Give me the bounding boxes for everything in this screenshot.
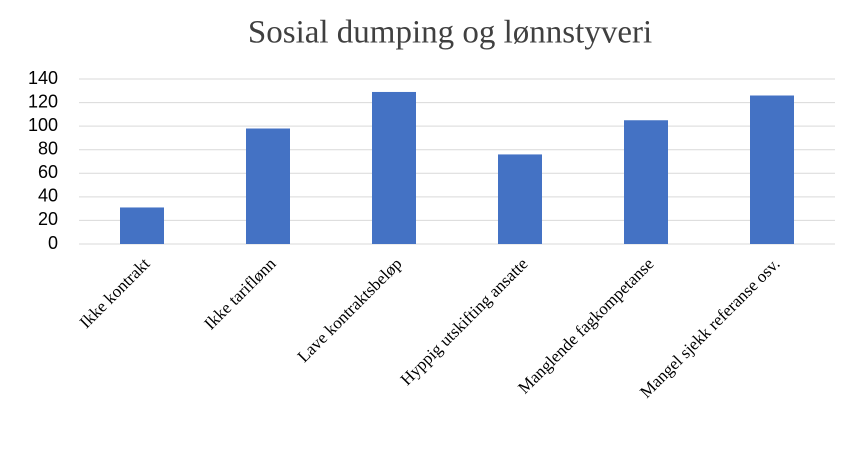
- y-tick-label: 40: [38, 186, 58, 206]
- bar: [498, 154, 542, 244]
- bar: [120, 207, 164, 244]
- y-tick-label: 20: [38, 209, 58, 229]
- bar: [246, 128, 290, 244]
- y-tick-label: 80: [38, 138, 58, 158]
- bar: [750, 95, 794, 244]
- bar: [624, 120, 668, 244]
- y-tick-label: 0: [48, 233, 58, 253]
- x-tick-label: Lave kontraktsbeløp: [294, 254, 406, 366]
- chart-title: Sosial dumping og lønnstyveri: [248, 15, 652, 51]
- bar: [372, 91, 416, 244]
- y-tick-label: 120: [28, 91, 58, 111]
- y-tick-label: 140: [28, 68, 58, 88]
- y-tick-label: 60: [38, 162, 58, 182]
- x-tick-label: Ikke tariflønn: [200, 254, 280, 334]
- y-tick-label: 100: [28, 115, 58, 135]
- x-tick-label: Hyppig utskifting ansatte: [397, 254, 532, 389]
- x-tick-label: Mangel sjekk referanse osv.: [636, 254, 784, 402]
- x-tick-label: Manglende fagkompetanse: [514, 254, 657, 397]
- x-tick-label: Ikke kontrakt: [76, 254, 154, 332]
